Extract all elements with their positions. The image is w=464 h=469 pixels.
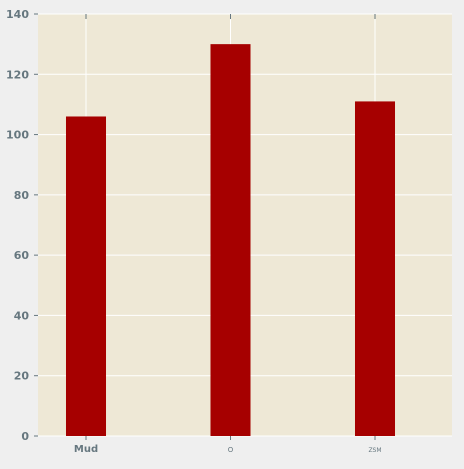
bars xyxy=(65,44,396,437)
y-tick-label: 80 xyxy=(14,189,30,202)
y-tick-label: 40 xyxy=(14,309,30,322)
y-axis-ticks: 0 20 40 60 80 100 120 140 xyxy=(6,8,38,443)
y-tick-label: 120 xyxy=(6,68,29,81)
x-tick-label: O xyxy=(228,446,234,454)
y-tick-label: 60 xyxy=(14,249,30,262)
bar-zsm xyxy=(354,101,396,437)
bar-o xyxy=(210,44,251,437)
y-tick-label: 0 xyxy=(21,430,29,443)
y-tick-label: 100 xyxy=(6,129,29,142)
x-axis-ticks: Mud O ZSM xyxy=(74,14,382,455)
y-tick-label: 20 xyxy=(14,370,30,383)
x-tick-label: ZSM xyxy=(368,447,381,454)
y-tick-label: 140 xyxy=(6,8,29,21)
x-tick-label: Mud xyxy=(74,444,98,455)
bar-mud xyxy=(65,116,107,436)
